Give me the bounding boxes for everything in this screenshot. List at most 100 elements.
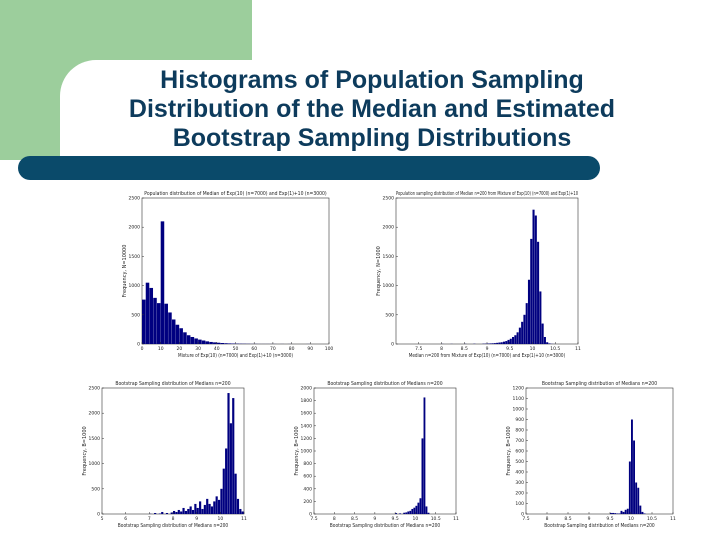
histogram-bar	[149, 288, 153, 344]
histogram-bar	[424, 397, 426, 514]
histogram-bar	[153, 298, 157, 344]
x-tick-label: 60	[251, 346, 257, 352]
y-tick-label: 2000	[89, 411, 101, 417]
y-tick-label: 1100	[513, 396, 525, 402]
histogram-bar	[194, 338, 198, 344]
histogram-bar	[428, 513, 430, 514]
histogram-bar	[409, 511, 411, 514]
y-tick-label: 0	[137, 342, 140, 348]
histogram-bar	[612, 513, 614, 514]
histogram-bar	[180, 511, 182, 514]
y-tick-label: 500	[131, 312, 140, 318]
histogram-bar	[621, 511, 623, 514]
x-tick-label: 80	[289, 346, 295, 352]
histogram-bar	[187, 509, 189, 514]
y-tick-label: 500	[515, 459, 524, 465]
y-tick-label: 1400	[301, 423, 313, 429]
histogram-bar	[157, 303, 161, 344]
histogram-bar	[514, 335, 516, 344]
y-tick-label: 2500	[129, 196, 141, 202]
y-tick-label: 2000	[129, 225, 141, 231]
histogram-bar	[635, 483, 637, 515]
x-tick-label: 0	[141, 346, 144, 352]
x-tick-label: 9	[373, 516, 376, 522]
histogram-bar	[614, 513, 616, 514]
histogram-bar	[419, 498, 421, 514]
histogram-bar	[237, 499, 239, 514]
histogram-bar	[629, 462, 631, 515]
histogram-bar	[411, 509, 413, 514]
histogram-bar	[503, 342, 505, 344]
histogram-bar	[166, 513, 168, 514]
chart-title: Population distribution of Median of Exp…	[144, 191, 326, 197]
histogram-bar	[172, 319, 176, 344]
title-line-2: Distribution of the Median and Estimated	[60, 95, 684, 124]
y-tick-label: 1000	[383, 283, 395, 289]
histogram-bar	[213, 501, 215, 514]
histogram-bar	[183, 332, 187, 344]
x-axis-label: Bootstrap Sampling distribution of Media…	[544, 523, 654, 529]
x-tick-label: 10.5	[431, 516, 441, 522]
x-tick-label: 8.5	[351, 516, 358, 522]
x-axis-label: Bootstrap Sampling distribution of Media…	[330, 523, 440, 529]
y-tick-label: 1500	[89, 436, 101, 442]
x-tick-label: 100	[325, 346, 334, 352]
y-tick-label: 1000	[89, 461, 101, 467]
histogram-bar	[225, 448, 227, 514]
histogram-bar	[142, 300, 146, 344]
y-tick-label: 200	[515, 491, 524, 497]
histogram-bar	[213, 342, 217, 344]
x-tick-label: 9	[195, 516, 198, 522]
x-tick-label: 10	[413, 516, 419, 522]
x-axis-label: Mixture of Exp(10) (n=7000) and Exp(1)+1…	[178, 353, 293, 359]
y-tick-label: 500	[385, 312, 394, 318]
x-tick-label: 10	[530, 346, 536, 352]
title-line-1: Histograms of Population Sampling	[60, 66, 684, 95]
x-tick-label: 9	[486, 346, 489, 352]
histogram-bar	[209, 504, 211, 514]
y-axis-label: Frequency, B=1000	[294, 426, 300, 475]
plot-frame	[396, 198, 578, 344]
histogram-bootstrap-1: Bootstrap Sampling distribution of Media…	[78, 378, 248, 528]
y-tick-label: 1000	[301, 449, 313, 455]
histogram-bar	[192, 510, 194, 514]
x-tick-label: 8	[172, 516, 175, 522]
histogram-bar	[154, 513, 156, 514]
y-tick-label: 0	[97, 512, 100, 518]
histogram-bar	[422, 438, 424, 514]
histogram-bar	[625, 510, 627, 514]
histogram-bar	[171, 512, 173, 514]
histogram-bar	[395, 513, 397, 514]
histogram-bar	[206, 499, 208, 514]
histogram-bar	[535, 216, 537, 344]
x-tick-label: 10.5	[647, 516, 657, 522]
histogram-bar	[198, 340, 202, 344]
histogram-bar	[505, 341, 507, 344]
histogram-bar	[512, 337, 514, 344]
histogram-bar	[191, 337, 195, 344]
x-tick-label: 10	[158, 346, 164, 352]
histogram-bar	[187, 335, 191, 344]
histogram-bar	[224, 343, 228, 344]
x-tick-label: 9	[588, 516, 591, 522]
x-tick-label: 9.5	[606, 516, 613, 522]
histogram-bar	[542, 324, 544, 344]
x-tick-label: 20	[177, 346, 183, 352]
title-line-3: Bootstrap Sampling Distributions	[60, 124, 684, 153]
y-tick-label: 0	[521, 512, 524, 518]
y-tick-label: 800	[303, 461, 312, 467]
histogram-bar	[413, 508, 415, 514]
histogram-bar	[610, 513, 612, 514]
x-tick-label: 11	[453, 516, 459, 522]
y-tick-label: 0	[391, 342, 394, 348]
histogram-bar	[528, 280, 530, 344]
histogram-bar	[161, 512, 163, 514]
y-tick-label: 0	[309, 512, 312, 518]
histogram-bar	[175, 512, 177, 514]
y-tick-label: 400	[303, 486, 312, 492]
histogram-bar	[218, 500, 220, 514]
histogram-bar	[639, 506, 641, 514]
histogram-bar	[523, 315, 525, 344]
y-tick-label: 500	[91, 486, 100, 492]
histogram-bar	[631, 420, 633, 515]
